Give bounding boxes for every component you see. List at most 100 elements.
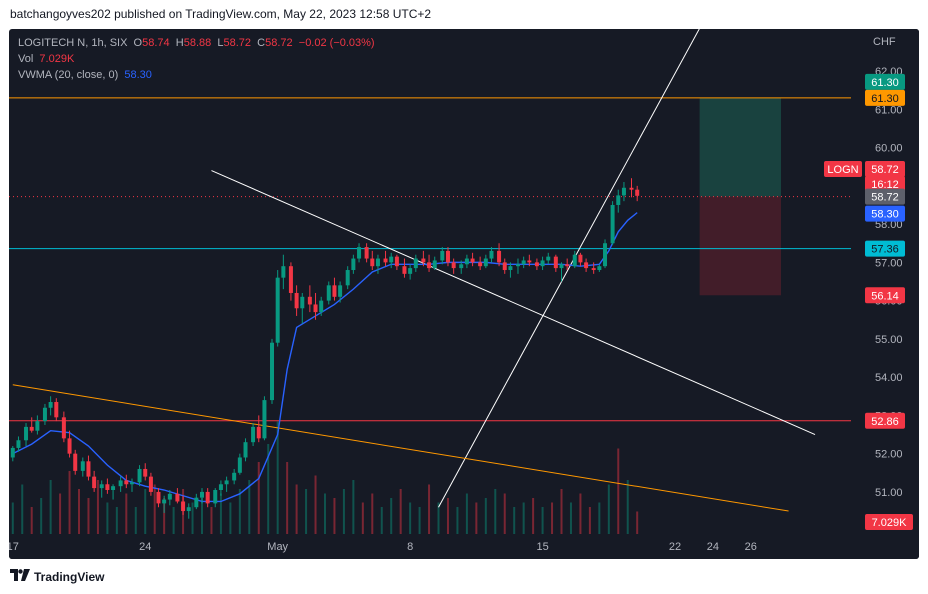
candle-body	[338, 285, 343, 297]
low-value: 58.72	[223, 37, 252, 49]
volume-bar	[267, 444, 270, 534]
candle-body	[464, 258, 469, 265]
candle-body	[73, 453, 78, 471]
price-badge-stop	[865, 287, 905, 304]
candle-body	[307, 296, 312, 305]
volume-bar	[305, 489, 308, 534]
volume-bar	[522, 502, 525, 534]
candle-body	[527, 260, 532, 263]
volume-bar	[323, 493, 326, 534]
candle-body	[553, 256, 558, 269]
candle-body	[597, 266, 602, 271]
candle-body	[375, 258, 380, 267]
candle-body	[591, 268, 596, 271]
candle-body	[48, 402, 53, 408]
candle-body	[313, 304, 318, 313]
candle-body	[515, 264, 520, 267]
volume-bar	[484, 498, 487, 534]
brand-name[interactable]: TradingView	[34, 569, 105, 584]
publish-text: batchangoyves202 published on TradingVie…	[10, 7, 432, 21]
high-value: 58.88	[183, 37, 212, 49]
candle-body	[546, 256, 551, 261]
candle-body	[67, 438, 72, 454]
candle-body	[578, 254, 583, 263]
orange-downtrend-line	[12, 384, 789, 512]
volume-bar	[134, 507, 137, 534]
close-value: 58.72	[265, 37, 293, 49]
candle-body	[162, 499, 167, 504]
volume-label[interactable]: Vol	[18, 53, 34, 65]
chart-panel[interactable]: CHF62.0061.0060.0058.0057.0056.0055.0054…	[9, 29, 919, 559]
loss-zone	[699, 196, 781, 296]
footer: TradingView	[10, 569, 104, 584]
volume-bar	[636, 511, 639, 534]
candle-body	[199, 491, 204, 498]
candle-body	[616, 195, 621, 205]
volume-bar	[475, 502, 478, 534]
candle-body	[175, 493, 180, 502]
candle-body	[300, 296, 305, 309]
volume-bar	[607, 484, 610, 534]
candle-body	[143, 468, 148, 477]
volume-bar	[390, 498, 393, 534]
candle-body	[92, 476, 97, 489]
volume-bar	[286, 462, 289, 534]
price-badge-countdown	[865, 176, 905, 192]
price-badge-target	[865, 73, 905, 90]
candle-body	[621, 187, 626, 196]
price-badge-text-volume: 7.029K	[872, 517, 908, 529]
volume-bar	[314, 475, 317, 534]
volume-bar	[551, 502, 554, 534]
volume-bar	[153, 484, 156, 534]
candle-body	[534, 262, 539, 267]
x-tick-label: 17	[9, 541, 19, 553]
price-badge-text-last-gray: 58.72	[871, 192, 899, 204]
price-badge-text-low-line: 52.86	[871, 416, 899, 428]
candle-body	[156, 491, 161, 504]
candle-body	[357, 247, 362, 259]
candle-body	[445, 250, 450, 263]
vwma-label[interactable]: VWMA (20, close, 0)	[18, 69, 119, 81]
volume-bar	[49, 480, 52, 534]
candle-body	[402, 266, 407, 274]
volume-bar	[371, 493, 374, 534]
candle-body	[440, 250, 445, 261]
candle-body	[326, 285, 331, 301]
open-value: 58.74	[142, 37, 170, 49]
candle-body	[459, 264, 464, 269]
vwma-row: VWMA (20, close, 0) 58.30	[18, 67, 375, 83]
candle-body	[270, 342, 275, 401]
price-badge-symbol	[824, 161, 862, 177]
candle-body	[383, 258, 388, 263]
candle-body	[54, 402, 59, 418]
candle-body	[629, 187, 634, 190]
price-badge-support	[865, 240, 905, 257]
time-scale	[9, 534, 851, 559]
candle-body	[194, 497, 199, 508]
change-value: −0.02 (−0.03%)	[298, 37, 375, 49]
volume-bar	[588, 507, 591, 534]
candle-body	[99, 484, 104, 489]
volume-bar	[59, 493, 62, 534]
candle-body	[61, 417, 66, 439]
candle-body	[80, 461, 85, 471]
candle-body	[483, 258, 488, 267]
candle-body	[262, 400, 267, 439]
volume-bar	[115, 507, 118, 534]
candle-body	[610, 204, 615, 244]
ohlc-row: LOGITECH N, 1h, SIX O58.74 H58.88 L58.72…	[18, 35, 375, 51]
price-chart[interactable]: CHF62.0061.0060.0058.0057.0056.0055.0054…	[9, 29, 919, 559]
candle-body	[24, 426, 29, 441]
volume-bar	[106, 502, 109, 534]
volume-bar	[333, 498, 336, 534]
candle-body	[364, 247, 369, 259]
price-badge-low-line	[865, 412, 905, 429]
price-badge-last-gray	[865, 188, 905, 205]
volume-bar	[446, 498, 449, 534]
candle-body	[16, 440, 21, 448]
candle-body	[565, 264, 570, 267]
volume-bar	[172, 507, 175, 534]
candle-body	[213, 490, 218, 504]
symbol-label[interactable]: LOGITECH N, 1h, SIX	[18, 37, 128, 49]
profit-zone	[699, 97, 781, 197]
